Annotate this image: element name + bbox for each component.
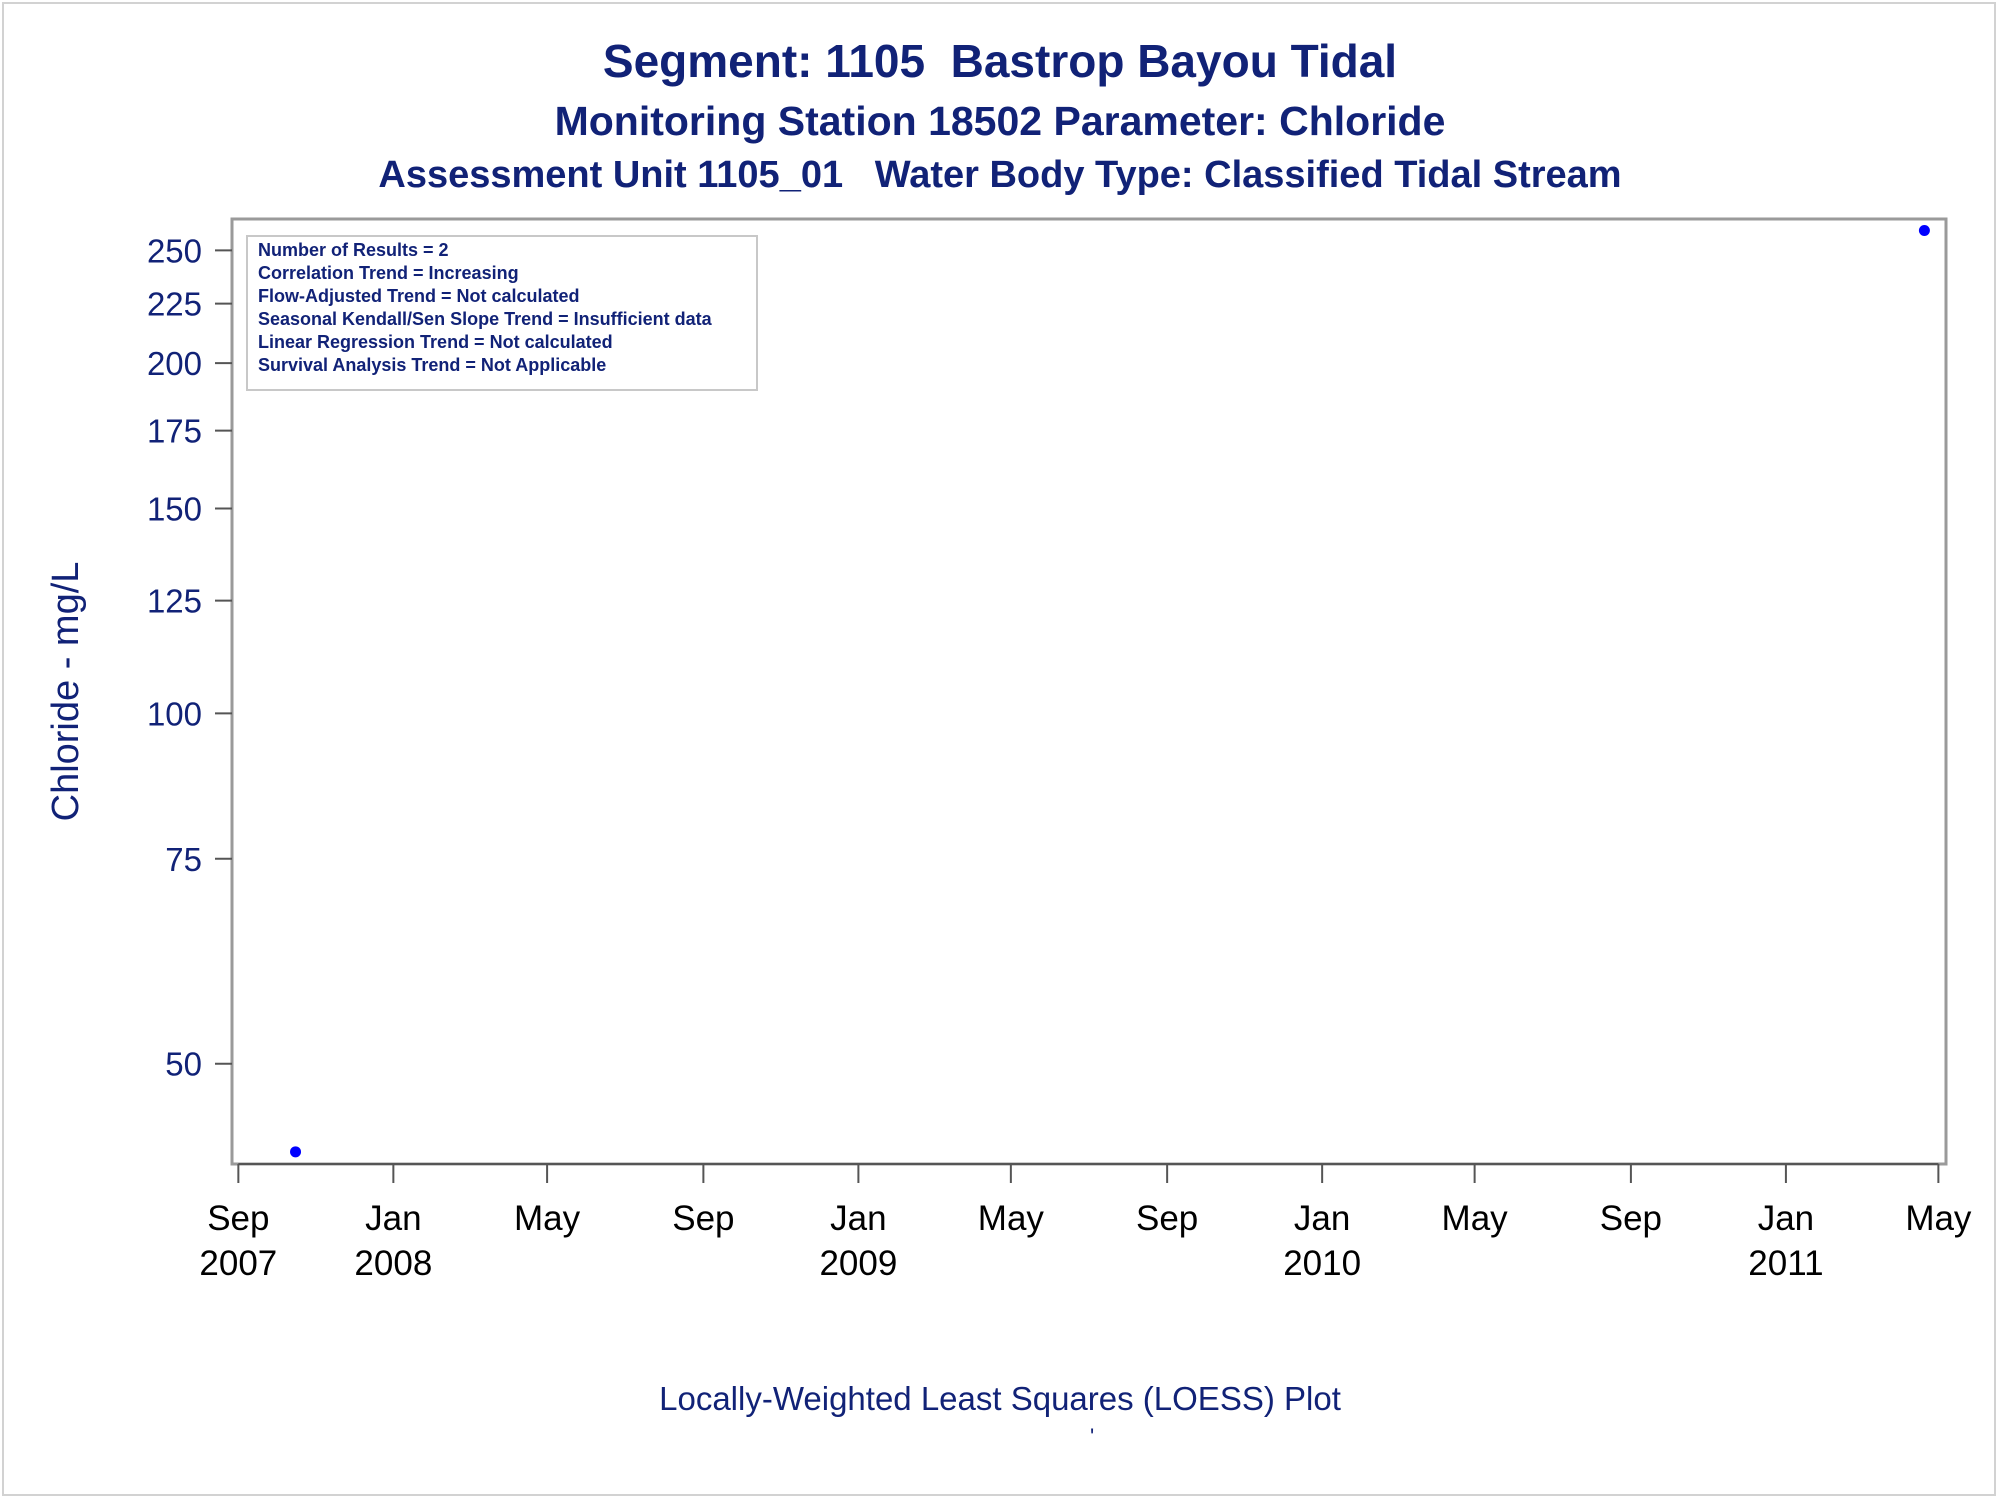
trend-stats-box: Number of Results = 2 Correlation Trend =… <box>246 235 758 391</box>
stats-box-line: Seasonal Kendall/Sen Slope Trend = Insuf… <box>258 309 713 329</box>
data-points <box>290 225 1930 1158</box>
stats-box-border <box>246 235 758 391</box>
x-tick-label-month: Jan <box>830 1199 886 1238</box>
y-tick-label: 125 <box>147 583 202 620</box>
x-tick-label-month: Sep <box>1600 1199 1662 1238</box>
y-axis: 50 75 100 125 150 175 200 225 250 <box>147 232 232 1083</box>
x-tick-label-month: Jan <box>365 1199 421 1238</box>
chart-subtitle-station: Monitoring Station 18502 Parameter: Chlo… <box>554 98 1446 144</box>
x-tick-label-month: Sep <box>207 1199 269 1238</box>
x-tick-label-month: Sep <box>672 1199 734 1238</box>
x-tick-label-year: 2011 <box>1748 1244 1823 1283</box>
y-tick-label: 200 <box>147 345 202 382</box>
stats-box-line: Linear Regression Trend = Not calculated <box>258 332 613 352</box>
x-tick-label-month: Jan <box>1294 1199 1350 1238</box>
x-tick-label-year: 2009 <box>819 1244 897 1283</box>
stats-box-line: Survival Analysis Trend = Not Applicable <box>258 355 606 375</box>
y-tick-label: 250 <box>147 232 202 269</box>
data-point <box>1918 225 1930 237</box>
x-tick-label-month: May <box>514 1199 581 1238</box>
y-tick-label: 150 <box>147 491 202 528</box>
y-tick-label: 100 <box>147 695 202 732</box>
plot-footnote: Locally-Weighted Least Squares (LOESS) P… <box>659 1380 1341 1417</box>
x-tick-label-month: May <box>1442 1199 1509 1238</box>
stats-box-line: Number of Results = 2 <box>258 240 449 260</box>
x-tick-label-year: 2007 <box>199 1244 277 1283</box>
x-tick-label-year: 2008 <box>354 1244 432 1283</box>
y-tick-label: 175 <box>147 413 202 450</box>
y-axis-label: Chloride - mg/L <box>45 562 87 822</box>
y-tick-label: 225 <box>147 286 202 323</box>
stats-box-line: Correlation Trend = Increasing <box>258 263 519 283</box>
y-tick-label: 75 <box>165 841 202 878</box>
chart-subtitle-assessment-unit: Assessment Unit 1105_01 Water Body Type:… <box>378 154 1622 196</box>
x-tick-label-year: 2010 <box>1283 1244 1361 1283</box>
y-tick-label: 50 <box>165 1046 202 1083</box>
x-tick-label-month: Sep <box>1136 1199 1198 1238</box>
chart-title: Segment: 1105 Bastrop Bayou Tidal <box>602 35 1398 87</box>
x-tick-label-month: May <box>978 1199 1045 1238</box>
stats-box-line: Flow-Adjusted Trend = Not calculated <box>258 286 580 306</box>
data-point <box>290 1146 302 1158</box>
x-tick-label-month: Jan <box>1758 1199 1814 1238</box>
x-tick-label-month: May <box>1905 1199 1972 1238</box>
x-axis: Sep 2007 Jan 2008 May Sep Jan 2009 May Sep Jan 2010… <box>199 1163 1972 1283</box>
footnote-mark: ' <box>1090 1424 1095 1449</box>
